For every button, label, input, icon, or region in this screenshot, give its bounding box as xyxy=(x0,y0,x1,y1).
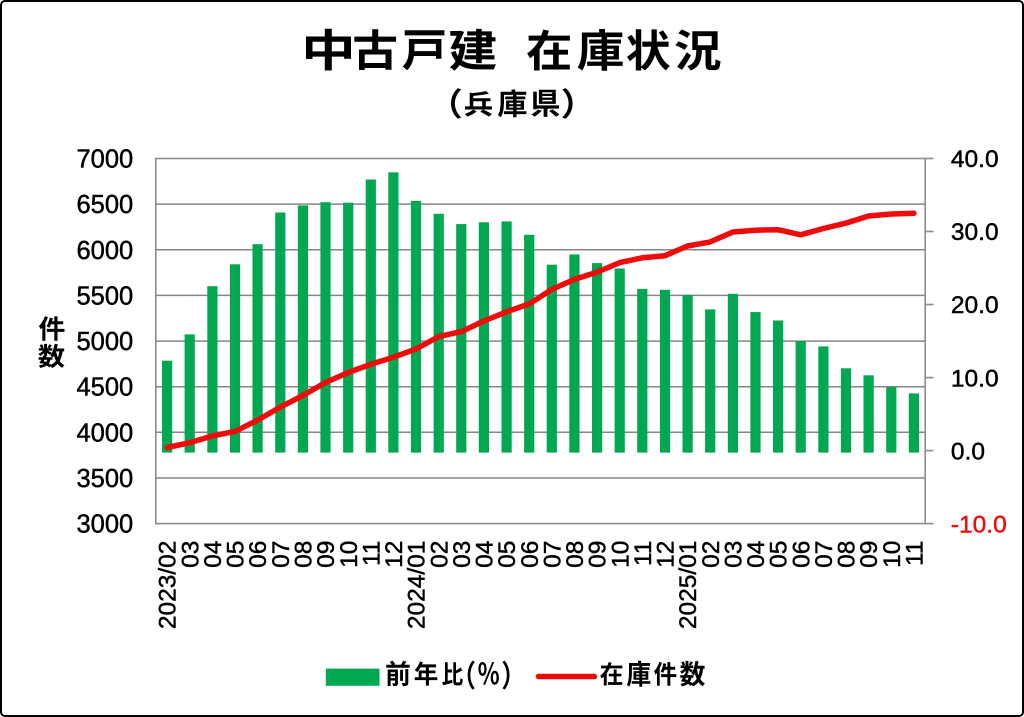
svg-text:12: 12 xyxy=(653,541,680,568)
svg-text:11: 11 xyxy=(630,541,657,566)
svg-text:02: 02 xyxy=(698,541,725,568)
svg-text:10: 10 xyxy=(879,541,906,568)
svg-text:08: 08 xyxy=(291,541,318,568)
svg-text:08: 08 xyxy=(562,541,589,568)
svg-text:5000: 5000 xyxy=(76,328,133,356)
svg-text:06: 06 xyxy=(788,541,815,568)
svg-text:40.0: 40.0 xyxy=(951,146,999,173)
svg-text:04: 04 xyxy=(743,541,770,568)
svg-text:-10.0: -10.0 xyxy=(951,511,1007,538)
svg-text:02: 02 xyxy=(426,541,453,568)
svg-text:12: 12 xyxy=(381,541,408,568)
svg-text:08: 08 xyxy=(834,541,861,568)
svg-text:10: 10 xyxy=(336,541,363,568)
svg-text:11: 11 xyxy=(358,541,385,566)
svg-text:09: 09 xyxy=(313,541,340,568)
svg-text:2024/01: 2024/01 xyxy=(404,541,431,630)
svg-text:0.0: 0.0 xyxy=(951,438,985,465)
svg-text:30.0: 30.0 xyxy=(951,219,999,246)
svg-text:10.0: 10.0 xyxy=(951,365,999,392)
svg-text:20.0: 20.0 xyxy=(951,292,999,319)
svg-text:04: 04 xyxy=(200,541,227,568)
svg-text:04: 04 xyxy=(472,541,499,568)
svg-text:10: 10 xyxy=(607,541,634,568)
svg-text:07: 07 xyxy=(539,541,566,568)
svg-text:4000: 4000 xyxy=(76,419,133,447)
svg-text:09: 09 xyxy=(585,541,612,568)
svg-text:6500: 6500 xyxy=(76,191,133,219)
svg-text:11: 11 xyxy=(902,541,929,566)
svg-text:03: 03 xyxy=(177,541,204,568)
svg-text:03: 03 xyxy=(721,541,748,568)
svg-text:06: 06 xyxy=(245,541,272,568)
svg-text:4500: 4500 xyxy=(76,374,133,402)
svg-text:07: 07 xyxy=(268,541,295,568)
svg-text:05: 05 xyxy=(494,541,521,568)
svg-text:2023/02: 2023/02 xyxy=(155,541,182,630)
svg-text:5500: 5500 xyxy=(76,282,133,310)
svg-text:05: 05 xyxy=(766,541,793,568)
svg-text:05: 05 xyxy=(223,541,250,568)
svg-text:06: 06 xyxy=(517,541,544,568)
svg-text:3000: 3000 xyxy=(76,511,133,539)
svg-text:2025/01: 2025/01 xyxy=(675,541,702,630)
svg-text:09: 09 xyxy=(856,541,883,568)
svg-text:07: 07 xyxy=(811,541,838,568)
svg-text:6000: 6000 xyxy=(76,237,133,265)
svg-text:7000: 7000 xyxy=(76,146,133,174)
svg-text:3500: 3500 xyxy=(76,465,133,493)
svg-text:03: 03 xyxy=(449,541,476,568)
